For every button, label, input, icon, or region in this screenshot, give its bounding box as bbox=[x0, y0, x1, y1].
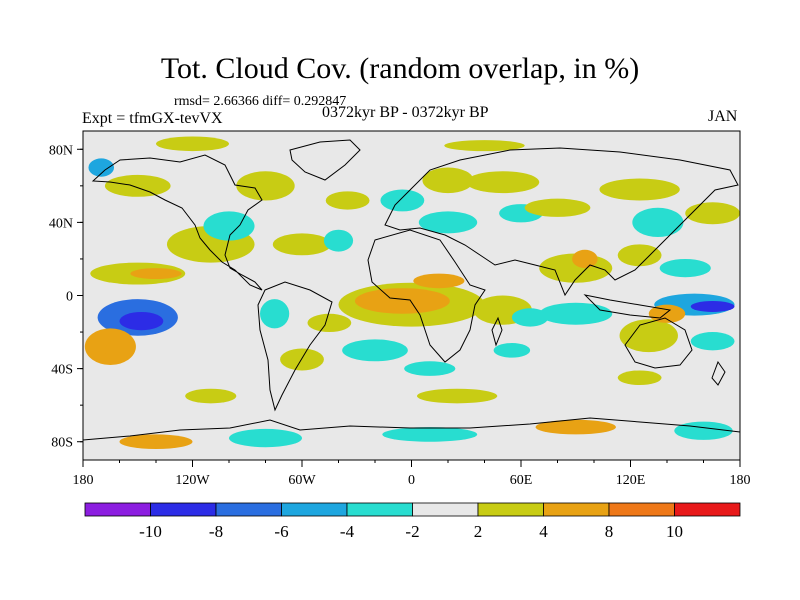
chart-title: Tot. Cloud Cov. (random overlap, in %) bbox=[160, 52, 640, 85]
colorbar-swatch bbox=[346, 502, 413, 517]
anomaly-region bbox=[632, 207, 684, 238]
coastline-new-zealand bbox=[711, 360, 726, 386]
anomaly-region bbox=[466, 171, 540, 194]
x-tick-label: 0 bbox=[408, 473, 415, 488]
anomaly-region bbox=[422, 167, 474, 194]
anomaly-region bbox=[572, 249, 598, 269]
anomaly-region bbox=[156, 136, 229, 152]
anomaly-region bbox=[342, 339, 408, 362]
anomaly-region bbox=[119, 434, 193, 450]
colorbar-swatch bbox=[281, 502, 348, 517]
stats-line: rmsd= 2.66366 diff= 0.292847 bbox=[174, 94, 347, 109]
colorbar-swatch bbox=[412, 502, 479, 517]
x-tick-label: 180 bbox=[730, 473, 751, 488]
colorbar-swatch bbox=[543, 502, 610, 517]
anomaly-region bbox=[236, 171, 295, 201]
anomaly-region bbox=[444, 140, 525, 152]
coastline-antarctica bbox=[83, 417, 740, 441]
anomaly-region bbox=[648, 304, 686, 323]
colorbar-label: 2 bbox=[474, 522, 483, 541]
anomaly-region bbox=[404, 361, 456, 376]
anomaly-region bbox=[229, 428, 302, 448]
anomaly-region bbox=[203, 211, 255, 241]
colorbar-swatch bbox=[150, 502, 217, 517]
anomaly-region bbox=[119, 311, 164, 331]
anomaly-region bbox=[325, 191, 370, 210]
y-tick-label: 80S bbox=[51, 436, 73, 451]
x-tick-label: 60E bbox=[510, 473, 533, 488]
anomaly-region bbox=[617, 370, 662, 386]
anomaly-region bbox=[617, 244, 662, 267]
anomaly-region bbox=[413, 273, 465, 289]
anomaly-region bbox=[104, 174, 171, 197]
colorbar-swatch bbox=[674, 502, 741, 517]
coastline-eurasia bbox=[384, 147, 739, 297]
coastline-greenland bbox=[289, 139, 361, 181]
coastline-africa bbox=[367, 229, 486, 363]
anomaly-region bbox=[354, 288, 450, 314]
anomaly-region bbox=[272, 233, 332, 256]
colorbar-label: -6 bbox=[274, 522, 288, 541]
colorbar-label: -4 bbox=[340, 522, 355, 541]
month-label: JAN bbox=[708, 108, 738, 125]
anomaly-region bbox=[674, 421, 733, 440]
anomaly-region bbox=[539, 302, 613, 325]
anomaly-region bbox=[619, 319, 678, 353]
anomaly-region bbox=[524, 198, 591, 217]
anomaly-region bbox=[130, 268, 182, 280]
anomaly-region bbox=[260, 299, 290, 329]
x-tick-label: 180 bbox=[73, 473, 94, 488]
colorbar-label: 8 bbox=[605, 522, 614, 541]
colorbar-swatch bbox=[608, 502, 675, 517]
coastline-south-america bbox=[257, 281, 333, 412]
y-tick-label: 40S bbox=[51, 363, 73, 378]
anomaly-region bbox=[493, 343, 531, 358]
coastline-australia bbox=[624, 317, 693, 369]
coastline-maritime-continent bbox=[583, 294, 672, 319]
colorbar-swatch bbox=[84, 502, 151, 517]
colorbar-label: -10 bbox=[139, 522, 162, 541]
experiment-label: Expt = tfmGX-tevVX bbox=[82, 110, 223, 127]
anomaly-region bbox=[599, 178, 680, 201]
anomaly-region bbox=[88, 158, 115, 177]
colorbar-label: 4 bbox=[539, 522, 548, 541]
anomaly-region bbox=[690, 332, 735, 351]
colorbar-label: 10 bbox=[666, 522, 683, 541]
colorbar-swatch bbox=[215, 502, 282, 517]
coastline-madagascar bbox=[491, 316, 503, 347]
y-tick-label: 0 bbox=[66, 290, 73, 305]
x-tick-label: 60W bbox=[288, 473, 316, 488]
anomaly-region bbox=[280, 348, 324, 371]
period-label: 0372kyr BP - 0372kyr BP bbox=[322, 104, 489, 121]
anomaly-region bbox=[185, 388, 237, 404]
colorbar-label: -2 bbox=[405, 522, 419, 541]
anomaly-region bbox=[418, 211, 478, 234]
anomaly-region bbox=[685, 202, 740, 225]
y-tick-label: 40N bbox=[49, 216, 73, 231]
x-tick-label: 120E bbox=[616, 473, 646, 488]
anomaly-region bbox=[104, 339, 135, 362]
anomaly-region bbox=[307, 313, 352, 333]
anomaly-region bbox=[382, 427, 478, 442]
anomaly-region bbox=[511, 308, 549, 327]
anomaly-region bbox=[535, 419, 616, 435]
y-tick-label: 80N bbox=[49, 143, 73, 158]
anomaly-region bbox=[690, 300, 735, 312]
colorbar-label: -8 bbox=[209, 522, 223, 541]
anomaly-region bbox=[416, 388, 498, 404]
anomaly-region bbox=[380, 189, 425, 212]
anomaly-region bbox=[323, 229, 354, 252]
x-tick-label: 120W bbox=[175, 473, 210, 488]
coastline-north-america bbox=[91, 154, 263, 291]
colorbar-swatch bbox=[477, 502, 544, 517]
anomaly-region bbox=[659, 258, 711, 278]
